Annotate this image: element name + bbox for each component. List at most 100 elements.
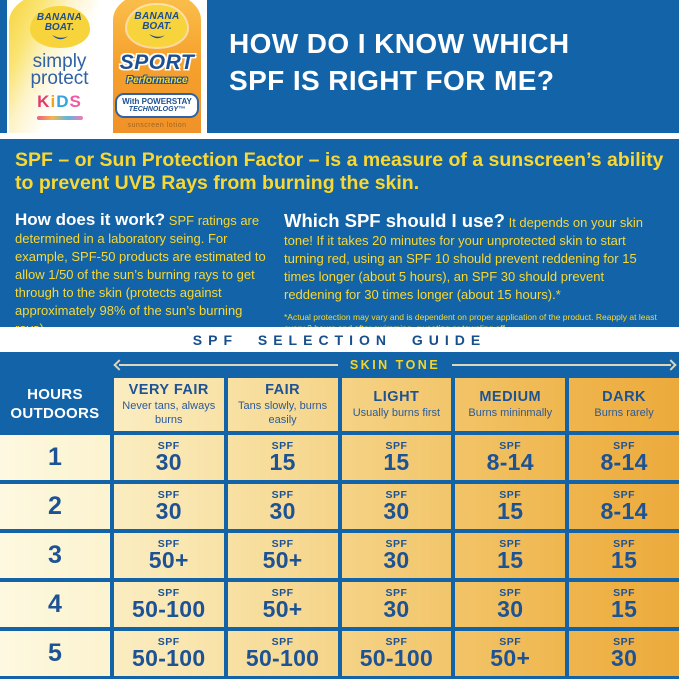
spf-value: 8-14 [486, 449, 534, 476]
how-it-works-column: How does it work? SPF ratings are determ… [15, 210, 269, 338]
spf-label: SPF [499, 488, 522, 501]
spf-label: SPF [613, 439, 636, 452]
spf-cell: SPF 8-14 [569, 435, 679, 480]
skin-tone-name: FAIR [265, 382, 301, 399]
axis-line [119, 364, 338, 366]
spf-value: 30 [383, 596, 410, 623]
spf-value: 30 [610, 645, 638, 672]
which-spf-body: It depends on your skin tone! If it take… [284, 215, 644, 302]
spf-cell: SPF 15 [341, 435, 452, 480]
spf-cell: SPF 30 [455, 582, 566, 627]
spf-cell: SPF 50+ [113, 533, 224, 578]
spf-label: SPF [271, 586, 294, 599]
spf-label: SPF [499, 586, 522, 599]
spf-cell: SPF 30 [227, 484, 338, 529]
skin-tone-header-light: LIGHT Usually burns first [341, 378, 452, 431]
spf-value: 30 [497, 596, 524, 623]
spf-label: SPF [271, 635, 294, 648]
hours-outdoors-line: HOURS [27, 385, 83, 403]
spf-label: SPF [157, 537, 180, 550]
spf-label: SPF [157, 439, 180, 452]
hours-cell: 1 [0, 435, 110, 480]
axis-line [452, 364, 671, 366]
spf-cell: SPF 15 [569, 582, 679, 627]
skin-tone-label: SKIN TONE [349, 358, 441, 372]
spf-label: SPF [499, 537, 522, 550]
spf-label: SPF [271, 537, 294, 550]
skin-tone-description: Usually burns first [352, 406, 441, 419]
badge-line: TECHNOLOGY™ [128, 106, 186, 114]
spf-grid: HOURS OUTDOORS VERY FAIR Never tans, alwa… [0, 378, 679, 676]
spf-value: 50-100 [359, 645, 434, 672]
skin-tone-header-medium: MEDIUM Burns mininmally [455, 378, 566, 431]
spf-cell: SPF 15 [569, 533, 679, 578]
spf-value: 50-100 [132, 645, 206, 672]
spf-label: SPF [385, 488, 408, 501]
spf-value: 8-14 [600, 498, 648, 525]
powerstay-badge: With POWERSTAY TECHNOLOGY™ [115, 93, 199, 119]
intro-statement: SPF – or Sun Protection Factor – is a me… [15, 149, 664, 194]
product-subname-performance: Performance [126, 75, 188, 86]
product-type-label: sunscreen lotion [127, 122, 187, 130]
spf-label: SPF [613, 537, 636, 550]
skin-tone-description: Burns rarely [594, 406, 654, 419]
skin-tone-description: Burns mininmally [468, 406, 553, 419]
how-it-works-body: SPF ratings are determined in a laborato… [15, 213, 266, 336]
hours-cell: 5 [0, 631, 110, 676]
spf-table-section: SKIN TONE HOURS OUTDOORS VERY FAIR Never … [0, 352, 679, 679]
spf-value: 50+ [148, 547, 189, 574]
spf-value: 15 [497, 498, 524, 525]
spf-value: 30 [383, 498, 410, 525]
spf-cell: SPF 30 [341, 582, 452, 627]
spf-cell: SPF 50-100 [113, 582, 224, 627]
hours-cell: 2 [0, 484, 110, 529]
spf-value: 30 [155, 498, 182, 525]
spf-value: 30 [155, 449, 182, 476]
spf-label: SPF [271, 439, 294, 452]
banana-icon [149, 33, 165, 38]
how-it-works-heading: How does it work? [15, 210, 166, 229]
banana-boat-logo: BANANA BOAT. [29, 6, 90, 48]
banana-boat-logo: BANANA BOAT. [127, 5, 187, 47]
spf-cell: SPF 50+ [227, 533, 338, 578]
spf-cell: SPF 15 [455, 484, 566, 529]
spf-cell: SPF 50+ [455, 631, 566, 676]
which-spf-heading: Which SPF should I use? [284, 210, 505, 231]
spf-label: SPF [613, 586, 636, 599]
spf-value: 15 [610, 596, 638, 623]
page-title-line: SPF IS RIGHT FOR ME? [229, 64, 555, 96]
spf-value: 50-100 [132, 596, 206, 623]
guide-band: SPF SELECTION GUIDE [0, 327, 679, 352]
sport-sunscreen-bottle: BANANA BOAT. SPORT Performance With POWE… [113, 0, 201, 133]
skin-tone-header-very-fair: VERY FAIR Never tans, always burns [113, 378, 224, 431]
arrow-left-icon [113, 359, 125, 371]
skin-tone-name: DARK [602, 388, 647, 405]
hours-outdoors-line: OUTDOORS [10, 404, 100, 422]
page-title-line: HOW DO I KNOW WHICH [229, 28, 570, 59]
spf-cell: SPF 30 [341, 533, 452, 578]
header: BANANA BOAT. simply protect KiDS BANANA … [0, 0, 679, 133]
spf-label: SPF [157, 488, 180, 501]
kids-letter: D [56, 91, 70, 111]
spf-cell: SPF 50-100 [341, 631, 452, 676]
skin-tone-name: LIGHT [373, 388, 420, 405]
product-name-line: protect [30, 68, 89, 90]
skin-tone-header-dark: DARK Burns rarely [569, 378, 679, 431]
skin-tone-name: MEDIUM [479, 388, 542, 405]
kids-tagline-bar [36, 115, 83, 120]
guide-title: SPF SELECTION GUIDE [192, 331, 487, 348]
skin-tone-description: Tans slowly, burns easily [238, 400, 328, 426]
spf-cell: SPF 30 [113, 435, 224, 480]
spf-value: 15 [610, 547, 638, 574]
logo-text: BANANA [36, 11, 83, 23]
spf-cell: SPF 8-14 [455, 435, 566, 480]
spf-cell: SPF 30 [113, 484, 224, 529]
kids-wordmark: KiDS [37, 92, 82, 112]
skin-tone-name: VERY FAIR [128, 382, 209, 399]
kids-letter: S [69, 91, 82, 111]
product-panel: BANANA BOAT. simply protect KiDS BANANA … [7, 0, 207, 133]
spf-label: SPF [157, 586, 180, 599]
info-columns: How does it work? SPF ratings are determ… [15, 210, 665, 338]
kids-letter: K [37, 91, 51, 111]
spf-value: 8-14 [600, 449, 648, 476]
